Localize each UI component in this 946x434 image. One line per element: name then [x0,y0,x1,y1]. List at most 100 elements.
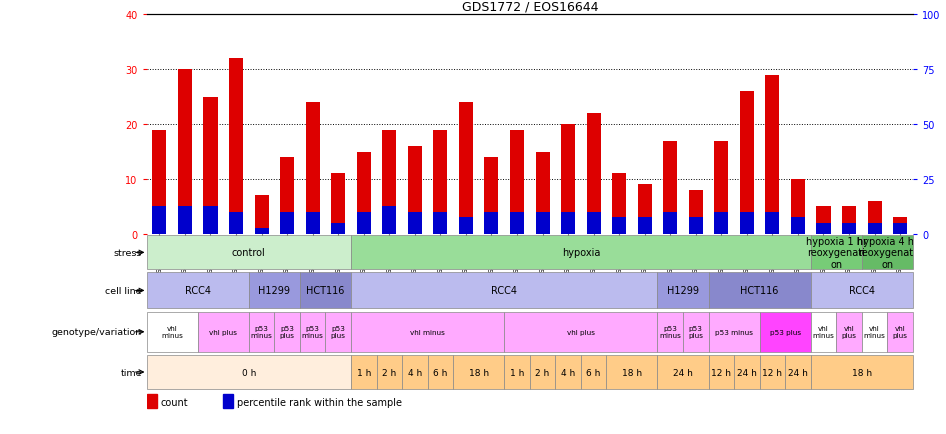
FancyBboxPatch shape [760,355,785,389]
Text: GDS1772 / EOS16644: GDS1772 / EOS16644 [462,0,598,13]
FancyBboxPatch shape [453,355,504,389]
Bar [535,212,550,234]
FancyBboxPatch shape [351,236,811,270]
Text: vhl
minus: vhl minus [864,326,885,339]
FancyBboxPatch shape [760,312,811,352]
Text: genotype/variation: genotype/variation [52,328,142,336]
FancyBboxPatch shape [734,355,760,389]
Text: count: count [161,397,188,407]
Text: 12 h: 12 h [711,368,731,377]
Text: H1299: H1299 [258,286,290,296]
Bar [382,130,396,234]
Bar [561,212,575,234]
Bar [484,212,499,234]
FancyBboxPatch shape [300,273,351,309]
FancyBboxPatch shape [657,355,709,389]
Bar [842,224,856,234]
FancyBboxPatch shape [274,312,300,352]
Text: 18 h: 18 h [622,368,642,377]
FancyBboxPatch shape [709,273,811,309]
Text: 1 h: 1 h [357,368,371,377]
Bar [689,218,703,234]
Bar [484,158,499,234]
Bar [147,394,157,408]
Text: RCC4: RCC4 [184,286,211,296]
Text: 18 h: 18 h [468,368,489,377]
Bar [178,207,192,234]
Text: hypoxia 1 hr
reoxygenati
on: hypoxia 1 hr reoxygenati on [806,236,867,270]
Text: 18 h: 18 h [851,368,872,377]
FancyBboxPatch shape [198,312,249,352]
FancyBboxPatch shape [147,236,351,270]
Text: p53
minus: p53 minus [302,326,324,339]
Text: p53
plus: p53 plus [689,326,703,339]
Text: vhl
minus: vhl minus [161,326,184,339]
Text: p53
minus: p53 minus [659,326,681,339]
FancyBboxPatch shape [657,312,683,352]
FancyBboxPatch shape [530,355,555,389]
FancyBboxPatch shape [555,355,581,389]
Bar [433,212,447,234]
FancyBboxPatch shape [504,355,530,389]
FancyBboxPatch shape [709,312,760,352]
Bar [203,97,218,234]
Text: vhl plus: vhl plus [209,329,237,335]
Bar [638,218,652,234]
FancyBboxPatch shape [249,273,300,309]
Bar [254,196,269,234]
FancyBboxPatch shape [683,312,709,352]
FancyBboxPatch shape [811,273,913,309]
Text: p53 minus: p53 minus [715,329,753,335]
Bar [791,180,805,234]
Bar [663,141,677,234]
Bar [689,191,703,234]
Bar [638,185,652,234]
Text: p53 plus: p53 plus [770,329,800,335]
FancyBboxPatch shape [862,312,887,352]
Text: HCT116: HCT116 [307,286,344,296]
FancyBboxPatch shape [300,312,325,352]
Text: 4 h: 4 h [408,368,422,377]
Bar [152,207,166,234]
Bar [331,224,345,234]
Text: 6 h: 6 h [433,368,447,377]
Text: stress: stress [114,248,142,257]
Bar [510,212,524,234]
FancyBboxPatch shape [887,312,913,352]
Bar [587,212,601,234]
FancyBboxPatch shape [325,312,351,352]
Bar [816,224,831,234]
FancyBboxPatch shape [709,355,734,389]
FancyBboxPatch shape [811,355,913,389]
Text: 6 h: 6 h [587,368,601,377]
Bar [280,158,294,234]
Bar [663,212,677,234]
FancyBboxPatch shape [402,355,428,389]
Text: vhl minus: vhl minus [411,329,445,335]
Text: time: time [120,368,142,377]
Text: 24 h: 24 h [673,368,693,377]
Text: cell line: cell line [105,286,142,295]
Bar [893,218,907,234]
Text: 2 h: 2 h [382,368,396,377]
Text: vhl plus: vhl plus [567,329,595,335]
Text: p53
plus: p53 plus [331,326,345,339]
Bar [714,212,728,234]
Bar [714,141,728,234]
Bar [867,224,882,234]
Text: control: control [232,248,266,258]
Bar [408,147,422,234]
Bar [791,218,805,234]
Text: vhl
plus: vhl plus [893,326,907,339]
Bar [765,76,780,234]
FancyBboxPatch shape [862,236,913,270]
FancyBboxPatch shape [351,355,377,389]
Text: percentile rank within the sample: percentile rank within the sample [237,397,402,407]
Text: hypoxia: hypoxia [562,248,600,258]
FancyBboxPatch shape [428,355,453,389]
Text: 24 h: 24 h [737,368,757,377]
Bar [510,130,524,234]
Bar [765,212,780,234]
FancyBboxPatch shape [351,273,657,309]
Bar [357,212,371,234]
